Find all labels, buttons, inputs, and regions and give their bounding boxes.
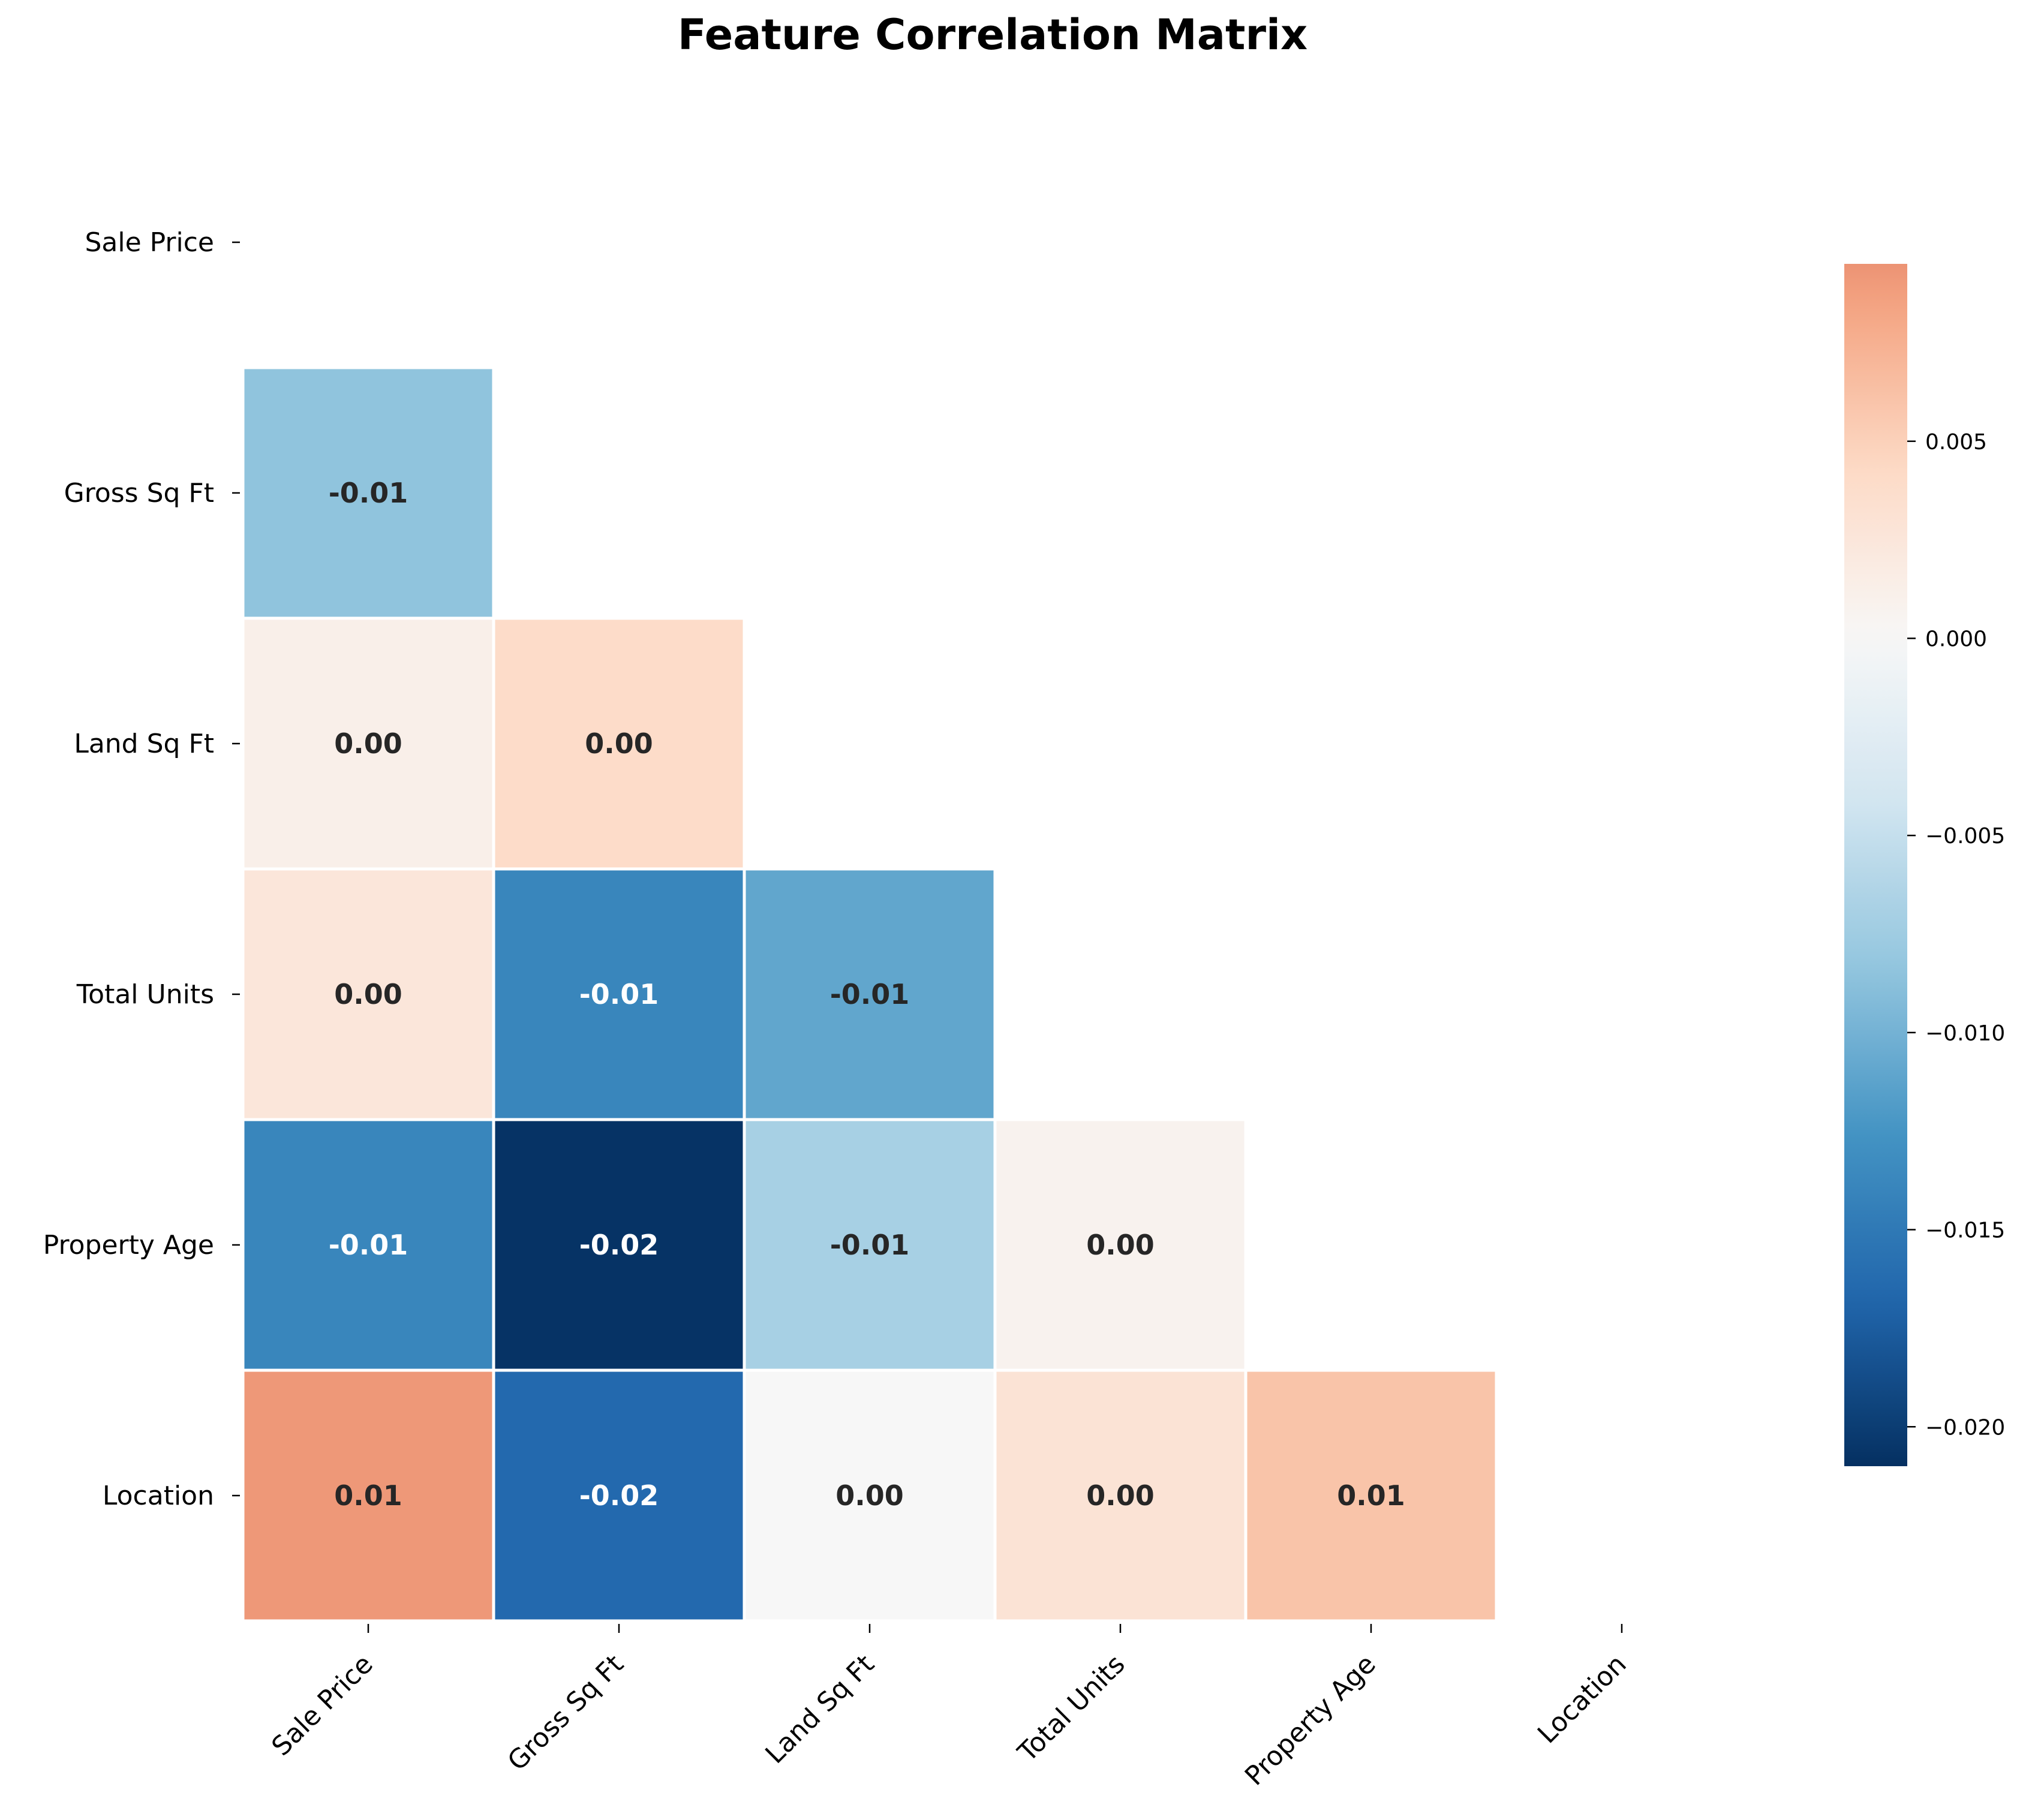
heatmap-cells: -0.01 0.00 0.00 0.00 -0.01 -0.01 -0.01 -0.02 -0.… xyxy=(241,366,1498,1623)
y-tick-label: Gross Sq Ft xyxy=(64,478,214,509)
cell-value-label: -0.01 xyxy=(830,1229,910,1261)
x-tick-label: Gross Sq Ft xyxy=(502,1649,630,1777)
heatmap-cell-5-3 xyxy=(993,1368,1248,1623)
heatmap-cell-3-2 xyxy=(743,867,997,1121)
cell-value-label: 0.00 xyxy=(835,1479,904,1512)
heatmap-cell-2-0 xyxy=(241,616,495,871)
cell-value-label: -0.02 xyxy=(579,1229,659,1261)
x-tick-label: Property Age xyxy=(1239,1649,1382,1792)
x-axis-ticks: Sale Price Gross Sq Ft Land Sq Ft Total Uni… xyxy=(266,1624,1633,1792)
cell-value-label: 0.01 xyxy=(1337,1479,1405,1512)
cell-value-label: -0.01 xyxy=(329,1229,408,1261)
heatmap-cell-4-3 xyxy=(993,1118,1248,1372)
x-tick-label: Location xyxy=(1532,1649,1633,1750)
y-tick-label: Total Units xyxy=(76,979,214,1010)
colorbar-tick-label: −0.015 xyxy=(1925,1219,2005,1243)
chart-title: Feature Correlation Matrix xyxy=(678,10,1307,59)
cell-value-label: 0.01 xyxy=(334,1479,402,1512)
cell-value-label: 0.00 xyxy=(334,727,402,760)
y-tick-label: Location xyxy=(103,1481,214,1511)
cell-value-label: 0.00 xyxy=(585,727,653,760)
colorbar-gradient xyxy=(1844,264,1907,1466)
cell-value-label: -0.01 xyxy=(830,978,910,1010)
cell-value-label: 0.00 xyxy=(334,978,402,1010)
colorbar-tick-label: −0.010 xyxy=(1925,1021,2005,1046)
colorbar-tick-label: −0.020 xyxy=(1925,1415,2005,1440)
heatmap-cell-5-4 xyxy=(1244,1368,1498,1623)
heatmap-cell-2-1 xyxy=(492,616,746,871)
heatmap-cell-1-0 xyxy=(241,366,495,620)
y-tick-label: Property Age xyxy=(43,1230,214,1261)
heatmap-cell-3-1 xyxy=(492,867,746,1121)
colorbar-tick-label: 0.005 xyxy=(1925,430,1987,455)
heatmap-cell-4-1 xyxy=(492,1118,746,1372)
y-tick-label: Sale Price xyxy=(85,227,214,258)
colorbar: 0.005 0.000 −0.005 −0.010 −0.015 −0.020 xyxy=(1844,264,2005,1466)
heatmap-cell-5-2 xyxy=(743,1368,997,1623)
y-axis-ticks: Sale Price Gross Sq Ft Land Sq Ft Total Uni… xyxy=(43,227,240,1511)
colorbar-tick-label: 0.000 xyxy=(1925,627,1987,652)
y-tick-label: Land Sq Ft xyxy=(74,729,214,759)
colorbar-tick-label: −0.005 xyxy=(1925,824,2005,849)
cell-value-label: 0.00 xyxy=(1086,1479,1155,1512)
x-tick-label: Total Units xyxy=(1012,1649,1131,1768)
heatmap-cell-3-0 xyxy=(241,867,495,1121)
cell-value-label: -0.01 xyxy=(579,978,659,1010)
x-tick-label: Land Sq Ft xyxy=(759,1649,880,1770)
cell-value-label: -0.02 xyxy=(579,1479,659,1512)
x-tick-label: Sale Price xyxy=(266,1649,378,1762)
cell-value-label: 0.00 xyxy=(1086,1229,1155,1261)
heatmap-cell-5-1 xyxy=(492,1368,746,1623)
cell-value-label: -0.01 xyxy=(329,477,408,509)
